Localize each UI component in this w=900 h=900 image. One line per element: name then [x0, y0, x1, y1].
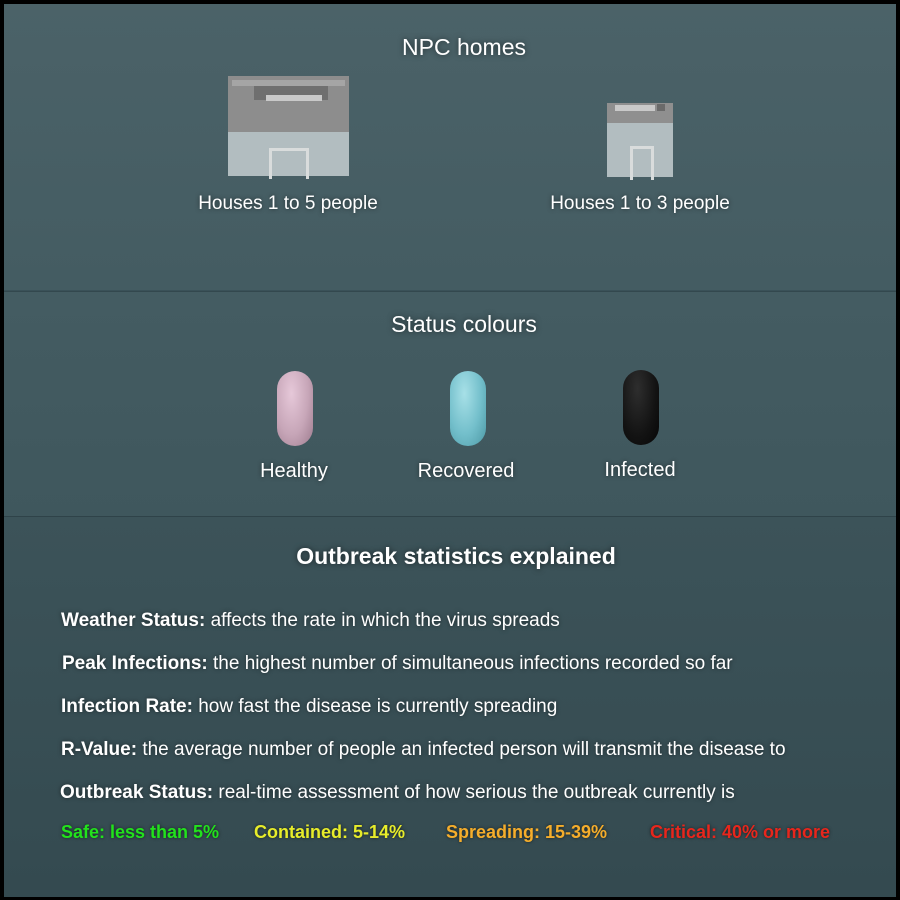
- healthy-capsule-icon: [277, 371, 313, 446]
- stat-term: Peak Infections:: [62, 653, 208, 674]
- large-house-caption: Houses 1 to 5 people: [198, 193, 378, 214]
- stat-desc: the highest number of simultaneous infec…: [213, 653, 733, 674]
- outbreak-stats-panel: [4, 516, 896, 897]
- stat-r-value: R-Value: the average number of people an…: [61, 739, 786, 761]
- outbreak-stats-title: Outbreak statistics explained: [296, 543, 616, 569]
- stat-term: Outbreak Status:: [60, 782, 214, 803]
- stat-desc: real-time assessment of how serious the …: [218, 782, 735, 803]
- status-colours-title: Status colours: [391, 311, 537, 337]
- info-screen: [4, 4, 896, 897]
- stat-peak-infections: Peak Infections: the highest number of s…: [62, 653, 733, 675]
- stat-term: Weather Status:: [61, 610, 206, 631]
- legend-safe: Safe: less than 5%: [61, 822, 220, 842]
- stat-infection-rate: Infection Rate: how fast the disease is …: [61, 696, 557, 718]
- stat-desc: how fast the disease is currently spread…: [198, 696, 558, 717]
- small-house-caption: Houses 1 to 3 people: [550, 193, 730, 214]
- stat-desc: affects the rate in which the virus spre…: [210, 610, 560, 631]
- stat-outbreak-status: Outbreak Status: real-time assessment of…: [60, 782, 735, 804]
- recovered-label: Recovered: [417, 460, 515, 482]
- npc-homes-panel: [4, 4, 896, 290]
- stat-desc: the average number of people an infected…: [142, 739, 786, 760]
- small-house-icon: [607, 103, 673, 180]
- legend-critical: Critical: 40% or more: [650, 822, 831, 842]
- recovered-capsule-icon: [450, 371, 486, 446]
- legend-spreading: Spreading: 15-39%: [446, 822, 608, 842]
- npc-homes-title: NPC homes: [402, 34, 526, 60]
- healthy-label: Healthy: [260, 460, 328, 482]
- large-house-icon: [228, 76, 349, 179]
- legend-contained: Contained: 5-14%: [254, 822, 406, 842]
- infected-label: Infected: [604, 459, 676, 481]
- stat-weather-status: Weather Status: affects the rate in whic…: [61, 610, 560, 632]
- stat-term: Infection Rate:: [61, 696, 193, 717]
- infected-capsule-icon: [623, 370, 659, 445]
- stat-term: R-Value:: [61, 739, 138, 760]
